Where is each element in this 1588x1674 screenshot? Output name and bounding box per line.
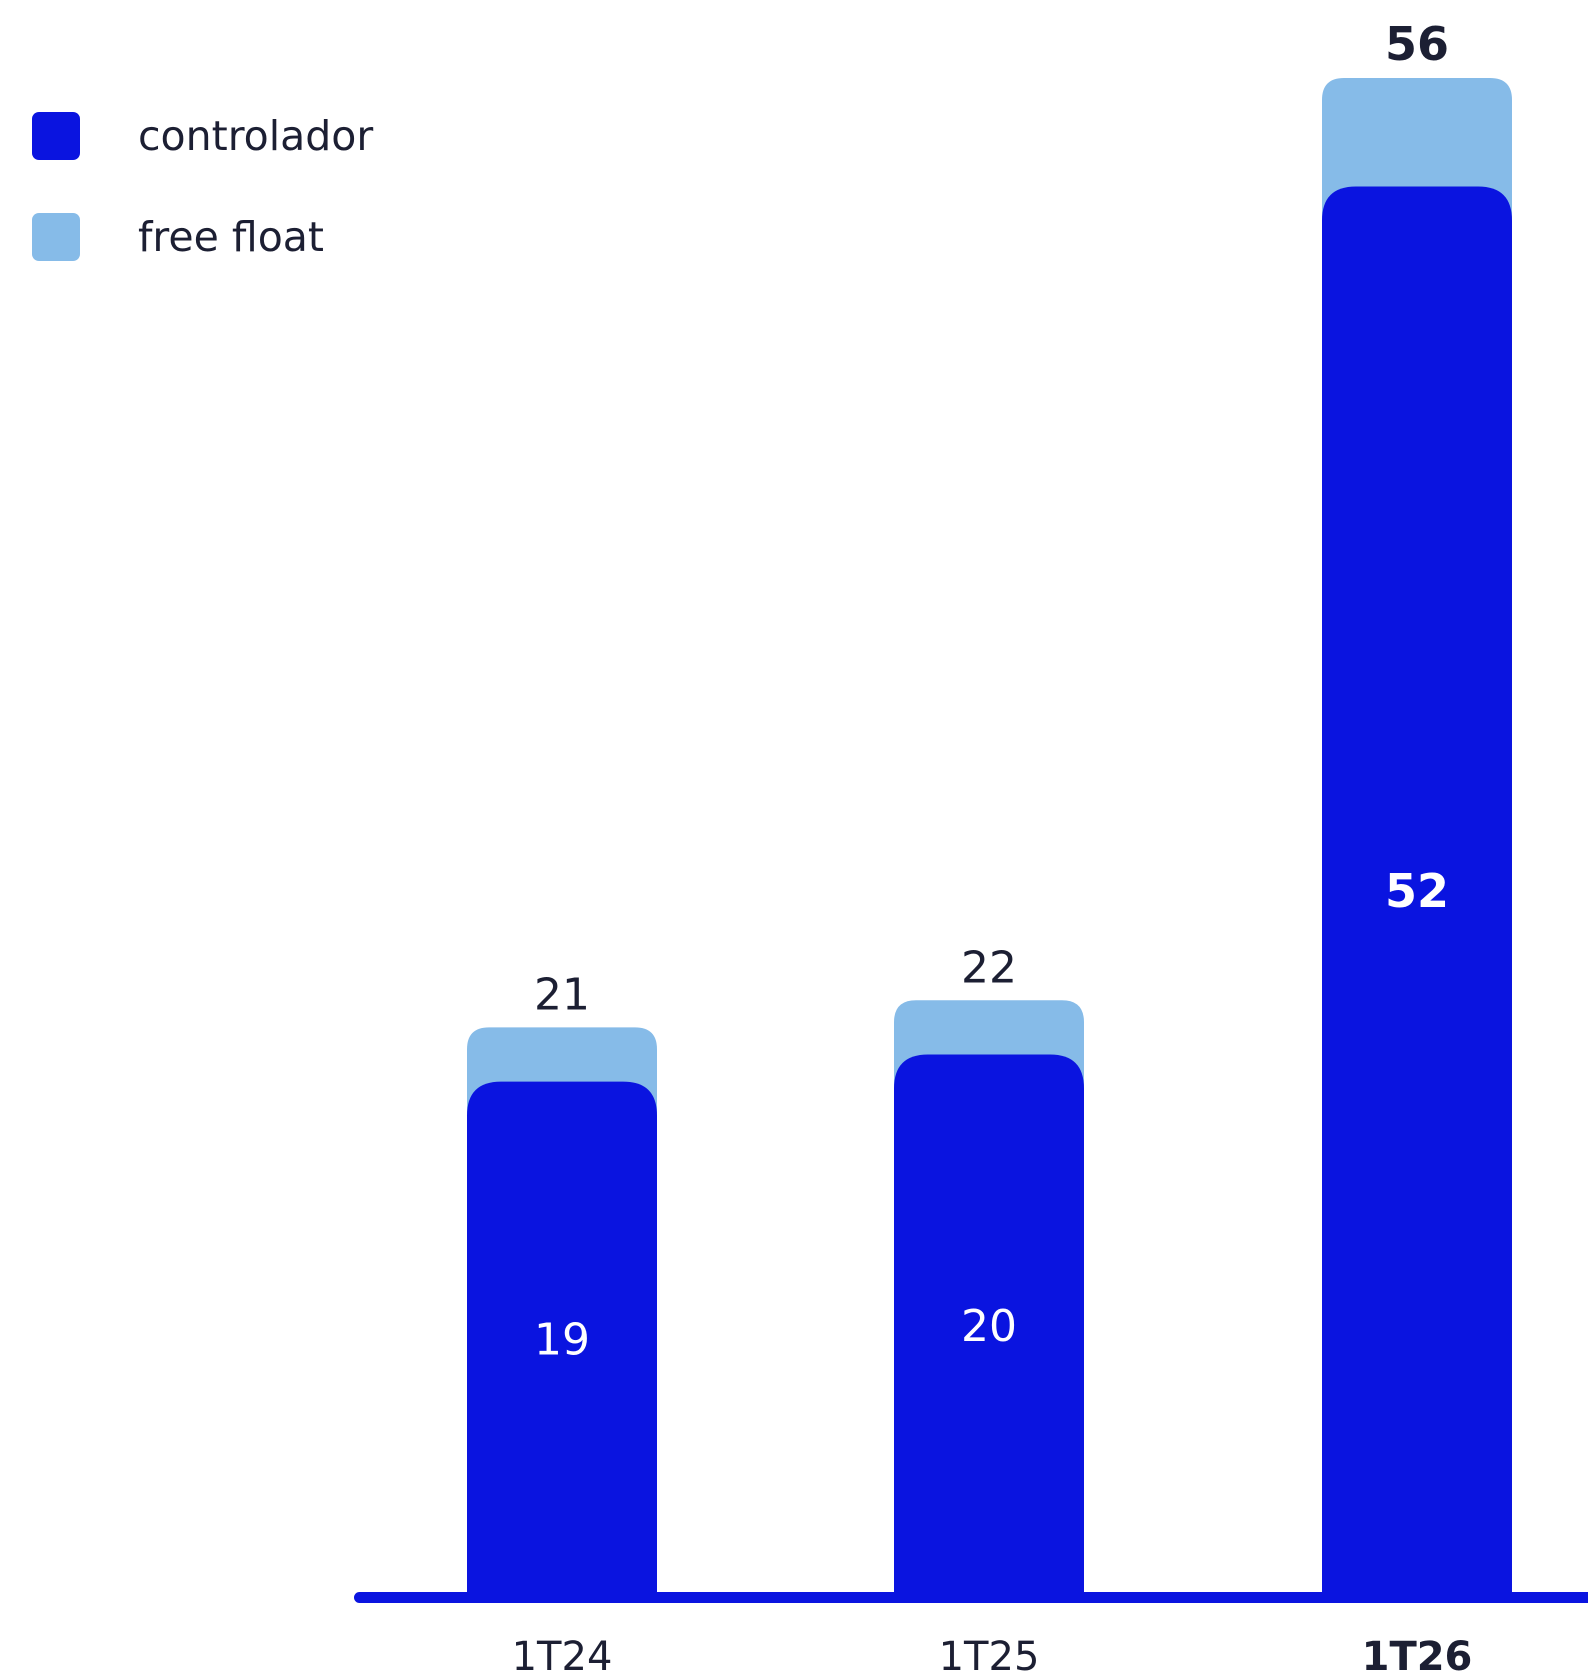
data-label-controlador-1t25: 20 (961, 1301, 1017, 1352)
legend-label-controlador: controlador (138, 112, 374, 160)
bar-controlador-1t25 (894, 1054, 1084, 1597)
legend-item-controlador: controlador (32, 110, 373, 162)
x-tick-label-1t24: 1T24 (512, 1634, 613, 1674)
x-tick-label-1t25: 1T25 (939, 1634, 1040, 1674)
data-label-total-1t25: 22 (961, 942, 1017, 993)
legend-swatch-controlador (32, 112, 80, 160)
legend-label-free-float: free float (138, 213, 324, 261)
x-tick-label-1t26: 1T26 (1362, 1634, 1473, 1674)
x-axis-line (354, 1592, 1588, 1603)
legend-item-free-float: free float (32, 211, 373, 263)
legend-swatch-free-float (32, 213, 80, 261)
data-label-total-1t24: 21 (534, 969, 590, 1020)
bar-controlador-1t26 (1322, 186, 1512, 1597)
bar-controlador-1t24 (467, 1081, 657, 1597)
data-label-controlador-1t26: 52 (1385, 864, 1449, 918)
data-label-total-1t26: 56 (1385, 17, 1449, 71)
legend: controlador free float (32, 110, 373, 312)
data-label-controlador-1t24: 19 (534, 1314, 590, 1365)
